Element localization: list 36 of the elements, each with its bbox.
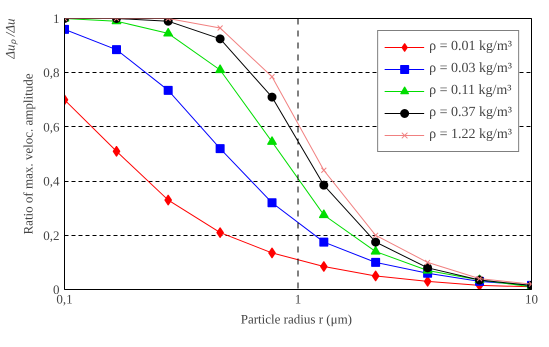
point — [268, 92, 277, 102]
legend-label: ρ = 0.11 kg/m³ — [429, 83, 512, 99]
text: Δuₚ /Δu — [2, 18, 18, 60]
legend-label: ρ = 1.22 kg/m³ — [429, 127, 512, 143]
legend-label: ρ = 0.01 kg/m³ — [429, 39, 512, 55]
y-tick-label: 0 — [53, 282, 60, 297]
y-tick-label: 0,6 — [43, 119, 60, 134]
y-tick-label: 0,4 — [43, 174, 60, 189]
point — [216, 34, 225, 44]
y-tick-label: 0,8 — [43, 65, 60, 80]
y-axis-title: Ratio of max. veloc. amplitude — [20, 73, 36, 235]
point — [319, 238, 328, 247]
point — [319, 180, 328, 190]
point — [320, 260, 328, 272]
point — [424, 259, 431, 266]
point — [267, 136, 278, 145]
point — [217, 25, 224, 31]
point — [371, 258, 380, 267]
point — [269, 74, 275, 80]
point — [370, 246, 381, 255]
y-tick-label: 0,2 — [43, 228, 60, 243]
point — [371, 238, 380, 247]
point — [164, 86, 173, 95]
point — [372, 232, 379, 238]
point — [112, 45, 122, 54]
x-axis-title: Particle radius r (μm) — [240, 312, 352, 326]
point — [164, 194, 172, 206]
x-tick-label: 10 — [525, 292, 538, 306]
point — [318, 209, 329, 218]
y-tick-label: 1 — [53, 11, 60, 26]
legend-label: ρ = 0.37 kg/m³ — [429, 105, 512, 121]
point — [216, 144, 225, 154]
point — [268, 198, 277, 208]
x-tick-label: 1 — [294, 292, 302, 306]
legend-label: ρ = 0.03 kg/m³ — [429, 61, 512, 77]
point — [320, 167, 327, 174]
